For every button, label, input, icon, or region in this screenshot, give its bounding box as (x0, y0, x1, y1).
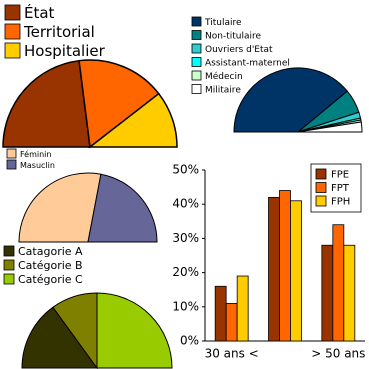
bar (290, 200, 302, 342)
bar (279, 190, 291, 342)
pie-slice (297, 121, 363, 133)
legend-swatch (191, 16, 202, 27)
legend-swatch (315, 195, 327, 207)
legend-label: Médecin (205, 71, 243, 82)
y-tick-label: 0% (180, 334, 199, 348)
legend-swatch (6, 148, 17, 159)
x-tick-label: > 50 ans (311, 347, 365, 361)
legend-label: Masuclin (20, 161, 55, 170)
bar (321, 244, 334, 342)
legend-label: État (24, 3, 55, 22)
legend-label: Catégorie B (18, 259, 83, 272)
pie-slice (78, 59, 160, 149)
legend-swatch (191, 84, 202, 94)
legend-label: Territorial (23, 23, 95, 41)
x-tick-label: 30 ans < (205, 347, 259, 361)
pie-slice (18, 172, 102, 243)
pie-slice (21, 306, 98, 369)
legend-label: Ouvriers d'Etat (205, 45, 273, 55)
legend-swatch (4, 23, 21, 40)
legend-swatch (3, 259, 15, 271)
pie-slice (87, 92, 178, 148)
legend-swatch (191, 70, 202, 81)
legend-swatch (191, 43, 202, 54)
legend-swatch (315, 168, 327, 180)
legend-label: FPE (331, 170, 349, 181)
legend-swatch (191, 57, 202, 67)
pie-slice (2, 59, 91, 148)
legend-swatch (3, 273, 15, 285)
legend-label: Militaire (205, 86, 241, 96)
bar (332, 224, 345, 342)
legend-label: FPT (331, 183, 350, 194)
bar (268, 196, 280, 342)
legend-swatch (315, 182, 327, 193)
bar (225, 302, 238, 342)
legend-label: FPH (331, 197, 350, 208)
y-tick-label: 10% (172, 299, 199, 313)
legend-swatch (4, 4, 21, 21)
legend-label: Hospitalier (24, 42, 106, 60)
legend-swatch (4, 42, 21, 59)
legend-label: Titulaire (204, 18, 242, 28)
legend-label: Féminin (20, 149, 51, 159)
y-tick-label: 30% (172, 231, 199, 245)
legend-label: Non-titulaire (205, 32, 261, 42)
y-tick-label: 50% (172, 163, 199, 177)
legend-swatch (191, 30, 202, 40)
bar (343, 244, 356, 342)
bar (236, 275, 249, 342)
legend-swatch (6, 159, 17, 170)
legend-swatch (3, 245, 15, 257)
pie-slice (96, 292, 173, 369)
legend-label: Catégorie C (18, 273, 83, 286)
pie-slice (233, 67, 349, 133)
legend-label: Assistant-maternel (205, 59, 290, 69)
legend-label: Catagorie A (18, 245, 83, 258)
y-tick-label: 40% (172, 197, 199, 211)
pie-slice (87, 173, 158, 243)
y-tick-label: 20% (172, 265, 199, 279)
bar (214, 285, 227, 342)
